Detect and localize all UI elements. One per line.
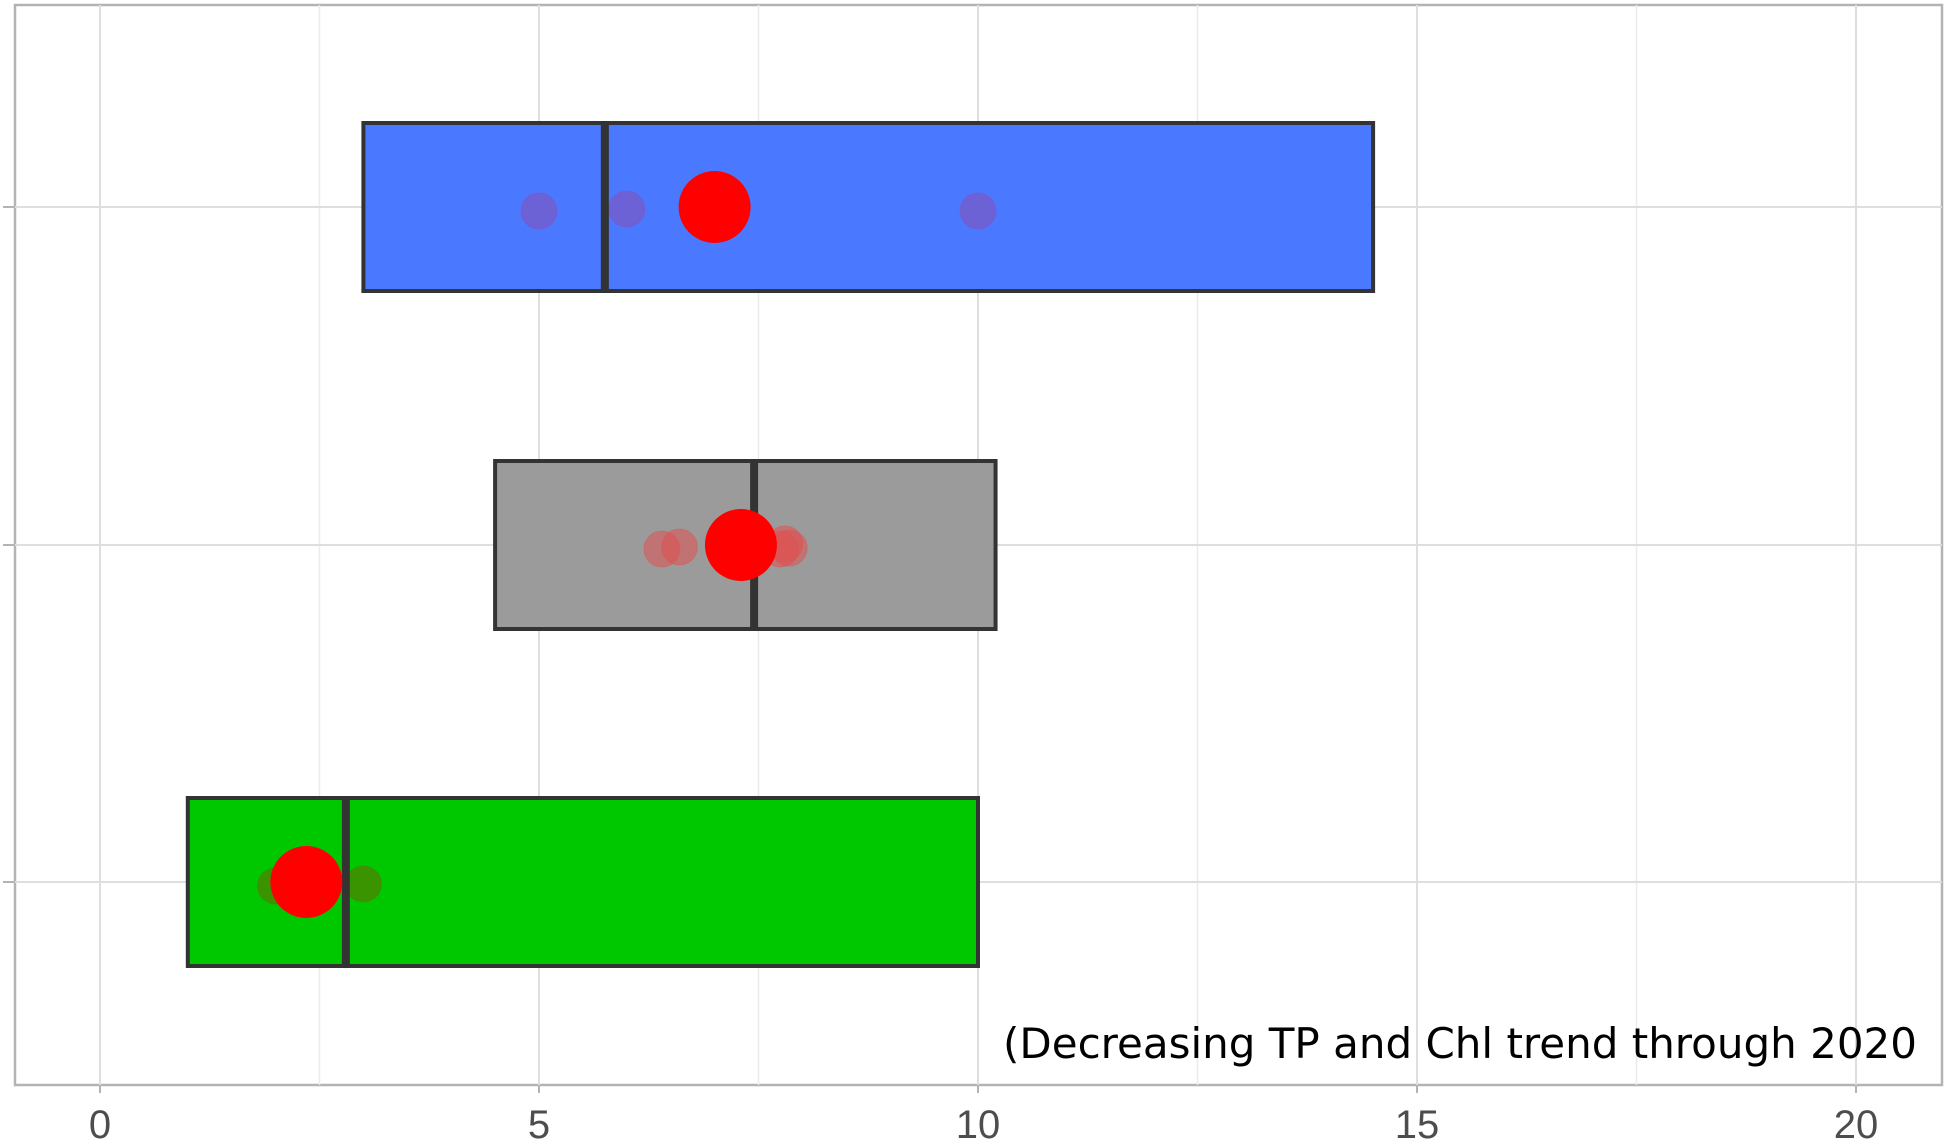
trend-annotation: (Decreasing TP and Chl trend through 202… <box>1003 1019 1917 1068</box>
data-point <box>520 192 558 230</box>
x-tick-label: 0 <box>89 1103 111 1145</box>
box-group-3 <box>185 796 981 968</box>
highlight-point-1 <box>678 171 751 243</box>
data-point <box>959 192 997 230</box>
data-point <box>660 528 698 566</box>
x-tick-label: 15 <box>1395 1103 1440 1145</box>
box-group-2 <box>493 459 998 631</box>
x-tick-label: 20 <box>1834 1103 1879 1145</box>
x-tick-label: 10 <box>956 1103 1001 1145</box>
highlight-point-2 <box>704 509 777 581</box>
x-tick-label: 5 <box>528 1103 550 1145</box>
x-axis: 0 5 10 15 20 <box>89 1085 1878 1145</box>
data-point <box>344 865 382 903</box>
boxes <box>185 121 1376 968</box>
box-1 <box>361 121 1376 293</box>
highlight-point-3 <box>270 846 343 918</box>
y-axis-ticks <box>3 206 15 883</box>
box-group-1 <box>361 121 1376 293</box>
data-point <box>608 190 646 228</box>
